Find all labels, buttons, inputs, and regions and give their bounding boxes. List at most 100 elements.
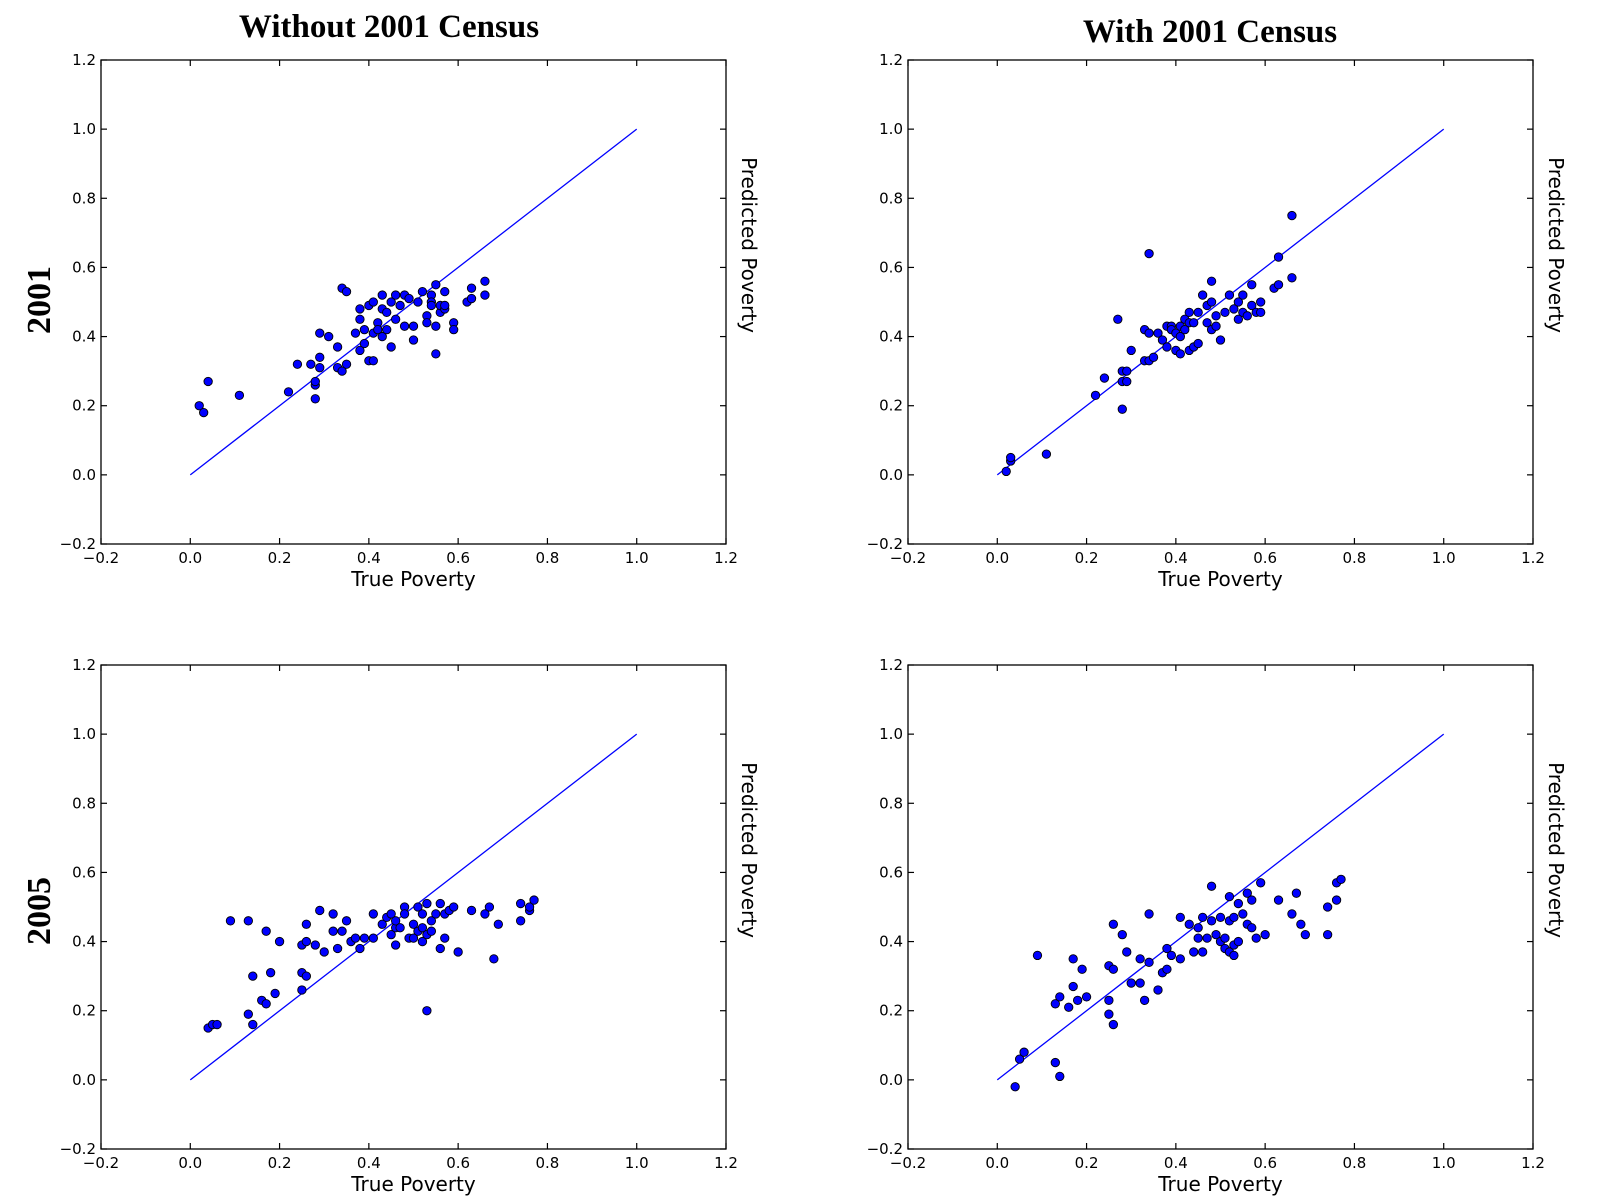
data-point bbox=[480, 290, 490, 300]
x-tick-label: 0.2 bbox=[1075, 1154, 1099, 1172]
reference-line bbox=[996, 733, 1445, 1081]
y-tick-label: 1.2 bbox=[879, 51, 903, 69]
data-point bbox=[1296, 919, 1306, 929]
data-point bbox=[435, 943, 445, 954]
data-point bbox=[1247, 280, 1257, 290]
data-point bbox=[1287, 909, 1297, 919]
data-point bbox=[1184, 919, 1194, 929]
y-tick-label: 0.2 bbox=[72, 397, 96, 415]
data-point bbox=[1113, 314, 1123, 324]
data-point bbox=[1068, 954, 1078, 964]
data-point bbox=[1211, 311, 1221, 321]
data-point bbox=[1104, 1009, 1114, 1019]
data-point bbox=[466, 283, 477, 293]
data-point bbox=[1229, 950, 1239, 961]
data-point bbox=[350, 933, 361, 943]
y-tick-label: 1.0 bbox=[879, 120, 903, 138]
data-point bbox=[426, 926, 437, 936]
data-point bbox=[1224, 290, 1235, 300]
data-point bbox=[243, 916, 253, 926]
data-point bbox=[1064, 1002, 1074, 1012]
data-point bbox=[422, 1006, 432, 1016]
y-tick-label: 0.4 bbox=[879, 933, 903, 951]
data-point bbox=[399, 321, 410, 331]
y-tick-label: 1.2 bbox=[879, 656, 903, 674]
data-point bbox=[1256, 297, 1266, 307]
y-tick-label: 0.8 bbox=[72, 189, 96, 207]
data-point bbox=[301, 971, 312, 981]
data-point bbox=[1273, 895, 1284, 905]
data-point bbox=[1242, 311, 1252, 321]
x-tick-label: 1.0 bbox=[625, 549, 649, 567]
data-point bbox=[466, 293, 477, 304]
y-axis-label: Predicted Poverty bbox=[737, 762, 761, 938]
data-point bbox=[1081, 992, 1092, 1002]
x-tick-label: 0.6 bbox=[1253, 1154, 1277, 1172]
data-point bbox=[440, 286, 450, 297]
data-point bbox=[1193, 338, 1203, 349]
data-point bbox=[1166, 950, 1177, 961]
y-tick-label: 0.8 bbox=[879, 794, 903, 812]
data-point bbox=[373, 325, 383, 335]
data-point bbox=[324, 331, 334, 342]
x-tick-label: 0.4 bbox=[1164, 1154, 1188, 1172]
y-tick-label: 0.6 bbox=[72, 258, 96, 276]
data-point bbox=[1220, 933, 1230, 943]
data-point bbox=[1229, 912, 1239, 923]
y-tick-label: −0.2 bbox=[867, 535, 903, 553]
data-point bbox=[1233, 936, 1244, 947]
data-point bbox=[203, 376, 213, 387]
data-point bbox=[1153, 985, 1163, 995]
data-point bbox=[261, 926, 271, 936]
data-point bbox=[1211, 930, 1221, 940]
data-point bbox=[529, 895, 539, 905]
x-tick-label: 0.6 bbox=[446, 1154, 470, 1172]
data-point bbox=[408, 321, 419, 331]
data-point bbox=[1072, 995, 1083, 1005]
x-tick-label: 1.0 bbox=[1432, 1154, 1456, 1172]
data-point bbox=[1197, 947, 1208, 957]
data-point bbox=[355, 345, 365, 356]
data-point bbox=[524, 902, 535, 912]
column-title-left: Without 2001 Census bbox=[239, 9, 539, 45]
data-point bbox=[248, 1019, 258, 1030]
y-tick-label: 0.6 bbox=[72, 863, 96, 881]
data-point bbox=[355, 304, 365, 314]
data-point bbox=[489, 954, 499, 964]
data-point bbox=[1180, 325, 1190, 335]
data-point bbox=[1300, 930, 1310, 940]
y-tick-label: 1.2 bbox=[72, 656, 96, 674]
data-point bbox=[355, 943, 365, 954]
data-point bbox=[1162, 943, 1172, 954]
data-point bbox=[1162, 964, 1172, 974]
data-point bbox=[377, 331, 387, 342]
data-point bbox=[1229, 304, 1239, 314]
data-point bbox=[1104, 995, 1114, 1005]
x-axis-label: True Poverty bbox=[350, 1172, 476, 1196]
y-tick-label: 0.2 bbox=[879, 397, 903, 415]
x-tick-label: 0.2 bbox=[268, 549, 292, 567]
data-point bbox=[417, 923, 428, 933]
y-tick-label: 0.4 bbox=[72, 933, 96, 951]
data-point bbox=[515, 898, 526, 909]
data-point bbox=[315, 352, 325, 362]
data-point bbox=[1256, 878, 1266, 888]
x-tick-label: 0.4 bbox=[357, 549, 381, 567]
x-tick-label: 1.2 bbox=[1521, 549, 1545, 567]
x-tick-label: 1.0 bbox=[1432, 549, 1456, 567]
data-point bbox=[359, 325, 370, 335]
data-point bbox=[1247, 300, 1257, 311]
data-point bbox=[341, 359, 352, 369]
data-point bbox=[515, 916, 526, 926]
data-point bbox=[1175, 349, 1185, 359]
data-point bbox=[301, 919, 312, 929]
reference-line bbox=[996, 128, 1445, 476]
data-point bbox=[390, 314, 401, 324]
y-tick-label: 0.8 bbox=[72, 794, 96, 812]
data-point bbox=[368, 909, 378, 919]
data-point bbox=[1287, 210, 1297, 221]
data-point bbox=[1144, 957, 1154, 967]
y-tick-label: −0.2 bbox=[867, 1140, 903, 1158]
x-tick-label: 0.0 bbox=[985, 549, 1009, 567]
data-point bbox=[1322, 930, 1333, 940]
